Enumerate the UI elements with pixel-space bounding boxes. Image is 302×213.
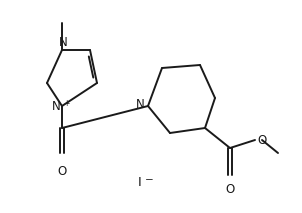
Text: N: N [59,36,67,49]
Text: O: O [257,134,266,147]
Text: O: O [225,183,235,196]
Text: +: + [63,98,69,108]
Text: O: O [57,165,67,178]
Text: N: N [136,98,145,111]
Text: N: N [52,101,61,114]
Text: −: − [145,175,153,185]
Text: I: I [138,177,142,190]
